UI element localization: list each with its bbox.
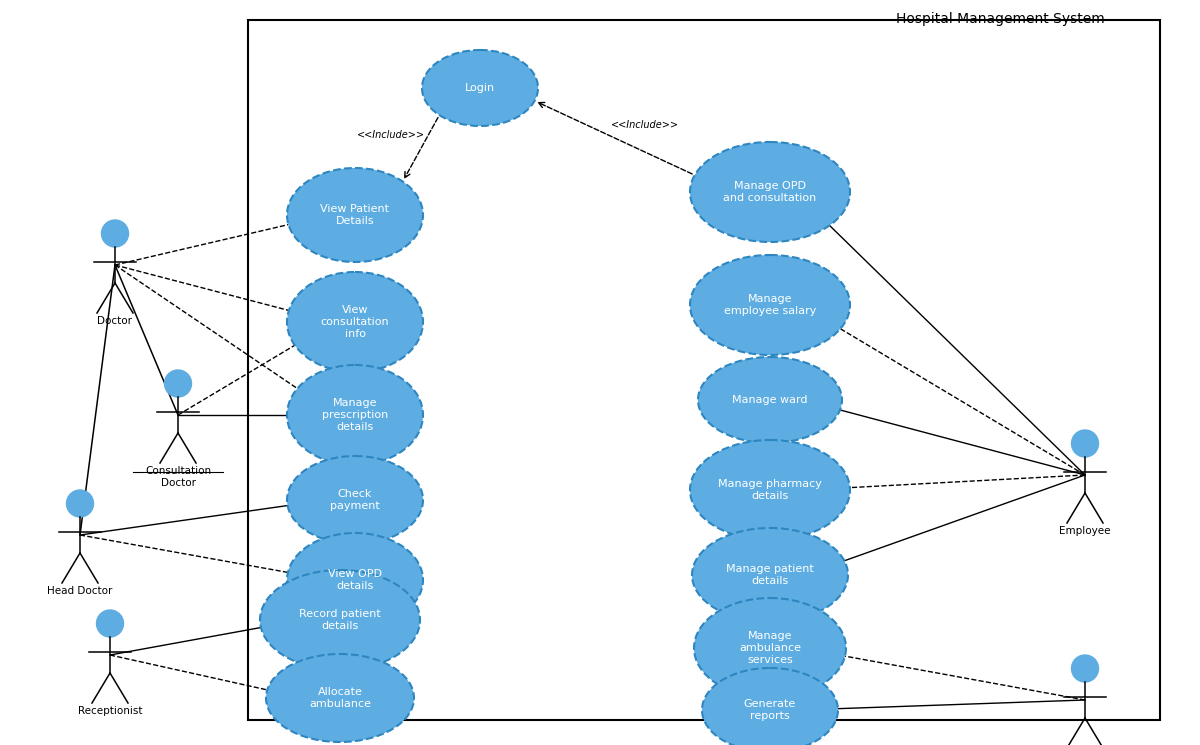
Text: Doctor: Doctor [97, 316, 132, 326]
Text: Receptionist: Receptionist [78, 706, 143, 716]
Text: Manage
ambulance
services: Manage ambulance services [739, 632, 802, 665]
Ellipse shape [287, 272, 424, 372]
Text: Check
payment: Check payment [330, 489, 380, 511]
Text: Record patient
details: Record patient details [299, 609, 380, 631]
Circle shape [1072, 655, 1098, 682]
Ellipse shape [422, 50, 538, 126]
Text: Generate
reports: Generate reports [744, 700, 796, 721]
Ellipse shape [698, 357, 842, 443]
Circle shape [102, 220, 128, 247]
Bar [248, 20, 1160, 720]
Text: View
consultation
info: View consultation info [320, 305, 389, 338]
Ellipse shape [690, 255, 850, 355]
Ellipse shape [702, 668, 838, 745]
Circle shape [66, 490, 94, 517]
Text: <<Include>>: <<Include>> [358, 130, 425, 140]
Ellipse shape [287, 168, 424, 262]
Text: Head Doctor: Head Doctor [47, 586, 113, 596]
Ellipse shape [287, 533, 424, 627]
Circle shape [96, 610, 124, 637]
Ellipse shape [694, 598, 846, 698]
Ellipse shape [260, 570, 420, 670]
Text: Login: Login [464, 83, 496, 93]
Text: View OPD
details: View OPD details [328, 569, 382, 591]
Text: <<Include>>: <<Include>> [611, 120, 679, 130]
Text: Employee: Employee [1060, 526, 1111, 536]
Ellipse shape [287, 365, 424, 465]
Ellipse shape [690, 142, 850, 242]
Ellipse shape [690, 440, 850, 540]
Text: Consultation
Doctor: Consultation Doctor [145, 466, 211, 487]
Circle shape [1072, 430, 1098, 457]
Text: Manage patient
details: Manage patient details [726, 564, 814, 586]
Text: Allocate
ambulance: Allocate ambulance [310, 687, 371, 708]
Ellipse shape [692, 528, 848, 622]
Text: Manage
prescription
details: Manage prescription details [322, 399, 388, 431]
Text: Hospital Management System: Hospital Management System [895, 12, 1104, 26]
Ellipse shape [287, 456, 424, 544]
Text: Manage
employee salary: Manage employee salary [724, 294, 816, 316]
Text: Manage OPD
and consultation: Manage OPD and consultation [724, 181, 817, 203]
Ellipse shape [266, 654, 414, 742]
Text: View Patient
Details: View Patient Details [320, 204, 390, 226]
Text: Manage pharmacy
details: Manage pharmacy details [718, 479, 822, 501]
Circle shape [164, 370, 192, 397]
Text: Manage ward: Manage ward [732, 395, 808, 405]
